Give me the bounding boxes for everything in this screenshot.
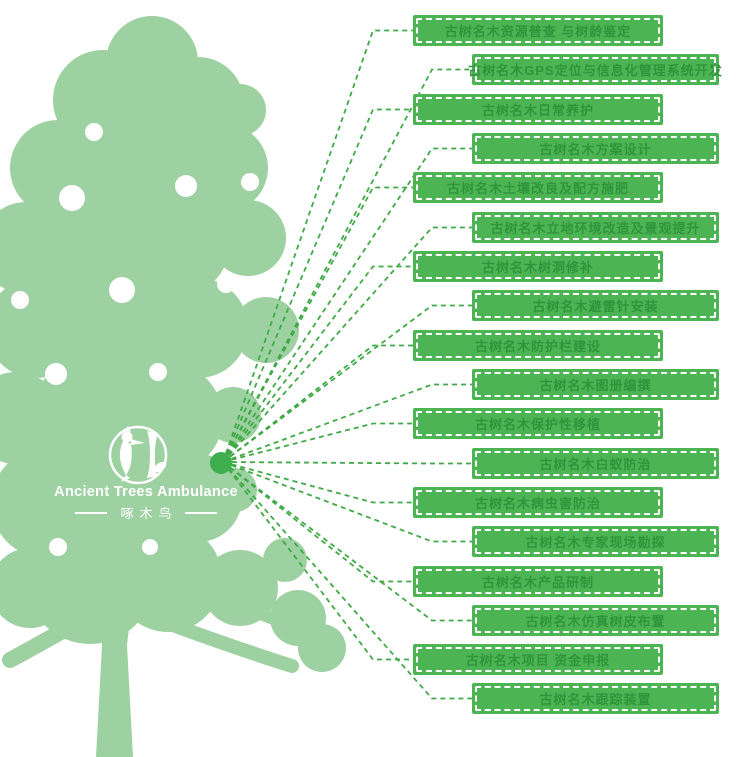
logo-title: Ancient Trees Ambulance [54, 484, 238, 500]
logo-subtitle-row: 啄木鸟 [44, 503, 248, 522]
subtitle-left-rule [75, 511, 108, 514]
service-label: 古树名木树洞修补 [481, 260, 594, 275]
service-box: 古树名木立地环境改造及景观提升 [472, 212, 719, 243]
service-box: 古树名木图册编撰 [472, 369, 719, 400]
service-box: 古树名木跟踪装置 [472, 683, 719, 714]
logo-subtitle: 啄木鸟 [120, 506, 178, 521]
service-box: 古树名木保护性移植 [413, 408, 663, 439]
service-label: 古树名木图册编撰 [539, 378, 652, 393]
service-label: 古树名木病虫害防治 [474, 496, 601, 511]
tree-trunk [94, 595, 133, 757]
service-box: 古树名木产品研制 [413, 566, 663, 597]
service-label: 古树名木仿真树皮布置 [525, 614, 666, 629]
service-label: 古树名木避雷针安装 [532, 299, 659, 314]
service-box: 古树名木资源普查 与树龄鉴定 [413, 15, 663, 46]
service-box: 古树名木土壤改良及配方施肥 [413, 172, 663, 203]
service-label: 古树名木跟踪装置 [539, 692, 652, 707]
service-box: 古树名木白蚁防治 [472, 448, 719, 479]
service-box: 古树名木树洞修补 [413, 251, 663, 282]
service-box: 古树名木方案设计 [472, 133, 719, 164]
service-label: 古树名木方案设计 [539, 142, 652, 157]
service-box: 古树名木避雷针安装 [472, 290, 719, 321]
service-label: 古树名木GPS定位与信息化管理系统开发 [468, 63, 723, 78]
service-box: 古树名木项目 资金申报 [413, 644, 663, 675]
connector-lines [210, 29, 474, 700]
service-label: 古树名木产品研制 [481, 575, 594, 590]
woodpecker-icon [108, 425, 168, 485]
hub-dot [210, 452, 232, 474]
service-label: 古树名木保护性移植 [474, 417, 601, 432]
tree-silhouette-icon [0, 16, 346, 757]
service-label: 古树名木日常养护 [481, 103, 594, 118]
subtitle-right-rule [184, 511, 217, 514]
service-label: 古树名木立地环境改造及景观提升 [490, 221, 701, 236]
service-box: 古树名木日常养护 [413, 94, 663, 125]
service-box: 古树名木防护栏建设 [413, 330, 663, 361]
service-label: 古树名木土壤改良及配方施肥 [446, 181, 629, 196]
service-label: 古树名木专家现场勘探 [525, 535, 666, 550]
service-box: 古树名木病虫害防治 [413, 487, 663, 518]
service-label: 古树名木资源普查 与树龄鉴定 [444, 24, 632, 39]
service-label: 古树名木防护栏建设 [474, 339, 601, 354]
service-label: 古树名木项目 资金申报 [465, 653, 611, 668]
service-box: 古树名木专家现场勘探 [472, 526, 719, 557]
service-box: 古树名木仿真树皮布置 [472, 605, 719, 636]
service-label: 古树名木白蚁防治 [539, 457, 652, 472]
service-box: 古树名木GPS定位与信息化管理系统开发 [468, 54, 722, 85]
